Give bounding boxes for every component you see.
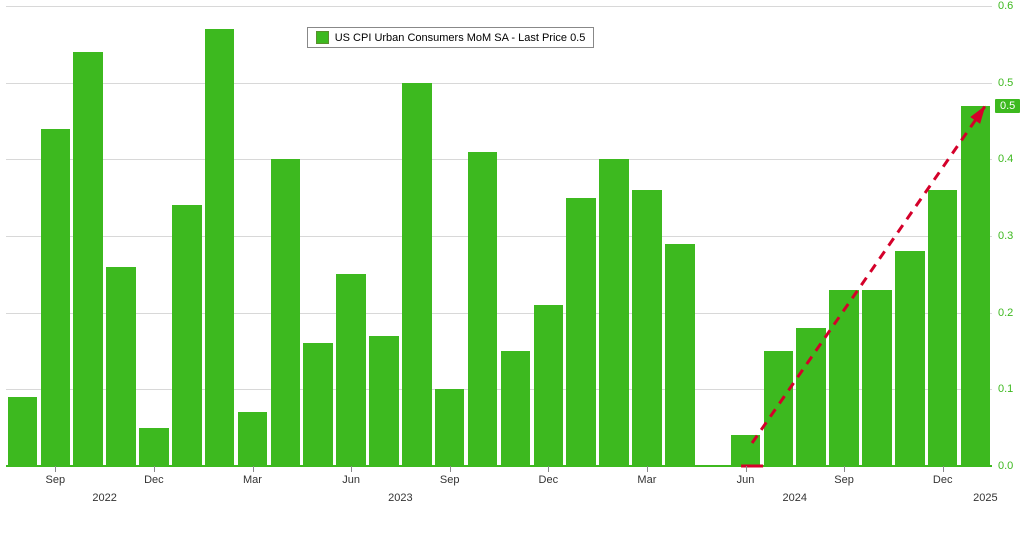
- grid-line: [6, 6, 992, 7]
- bar: [435, 389, 465, 466]
- plot-area: [6, 6, 992, 466]
- grid-line: [6, 236, 992, 237]
- bar: [731, 435, 761, 466]
- bar: [303, 343, 333, 466]
- x-tick-mark: [943, 466, 944, 472]
- x-tick-mark: [253, 466, 254, 472]
- grid-line: [6, 83, 992, 84]
- bar: [599, 159, 629, 466]
- x-tick-label: Jun: [737, 474, 755, 486]
- x-tick-label: Sep: [834, 474, 854, 486]
- bar: [895, 251, 925, 466]
- x-year-label: 2023: [388, 492, 412, 504]
- bar: [238, 412, 268, 466]
- bar: [336, 274, 366, 466]
- bar: [928, 190, 958, 466]
- x-tick-mark: [450, 466, 451, 472]
- x-tick-mark: [746, 466, 747, 472]
- bar: [271, 159, 301, 466]
- legend-swatch: [316, 31, 329, 44]
- grid-line: [6, 159, 992, 160]
- bar: [41, 129, 71, 466]
- cpi-bar-chart: US CPI Urban Consumers MoM SA - Last Pri…: [0, 0, 1024, 549]
- bar: [468, 152, 498, 466]
- bar: [632, 190, 662, 466]
- bar: [205, 29, 235, 466]
- x-axis: Sep Dec Mar Jun Sep Dec Mar Jun Sep Dec 2022 2023 20…: [6, 466, 992, 516]
- x-year-label: 2022: [92, 492, 116, 504]
- bar: [8, 397, 38, 466]
- x-tick-label: Sep: [440, 474, 460, 486]
- x-tick-mark: [548, 466, 549, 472]
- bar: [534, 305, 564, 466]
- x-year-label: 2024: [783, 492, 807, 504]
- bar: [764, 351, 794, 466]
- y-tick-label: 0.6: [998, 0, 1013, 12]
- x-tick-label: Dec: [539, 474, 559, 486]
- bar: [796, 328, 826, 466]
- last-price-badge: 0.5: [995, 99, 1020, 113]
- y-tick-label: 0.0: [998, 460, 1013, 472]
- bar: [402, 83, 432, 466]
- x-tick-label: Mar: [637, 474, 656, 486]
- chart-legend: US CPI Urban Consumers MoM SA - Last Pri…: [307, 27, 595, 48]
- bar: [73, 52, 103, 466]
- bar: [862, 290, 892, 466]
- bar: [501, 351, 531, 466]
- x-tick-label: Dec: [933, 474, 953, 486]
- x-tick-mark: [844, 466, 845, 472]
- x-tick-mark: [154, 466, 155, 472]
- bar: [106, 267, 136, 466]
- legend-text: US CPI Urban Consumers MoM SA - Last Pri…: [335, 32, 586, 44]
- x-tick-mark: [351, 466, 352, 472]
- x-tick-label: Sep: [46, 474, 66, 486]
- x-year-label: 2025: [973, 492, 997, 504]
- last-price-value: 0.5: [1000, 100, 1015, 112]
- x-tick-label: Mar: [243, 474, 262, 486]
- bar: [829, 290, 859, 466]
- x-tick-mark: [647, 466, 648, 472]
- bar: [369, 336, 399, 466]
- bar: [665, 244, 695, 466]
- y-tick-label: 0.3: [998, 230, 1013, 242]
- bar: [172, 205, 202, 466]
- bar: [139, 428, 169, 466]
- bar: [961, 106, 991, 466]
- y-tick-label: 0.5: [998, 77, 1013, 89]
- y-tick-label: 0.4: [998, 153, 1013, 165]
- y-tick-label: 0.1: [998, 383, 1013, 395]
- x-tick-mark: [55, 466, 56, 472]
- x-tick-label: Jun: [342, 474, 360, 486]
- x-tick-label: Dec: [144, 474, 164, 486]
- y-tick-label: 0.2: [998, 307, 1013, 319]
- bar: [566, 198, 596, 466]
